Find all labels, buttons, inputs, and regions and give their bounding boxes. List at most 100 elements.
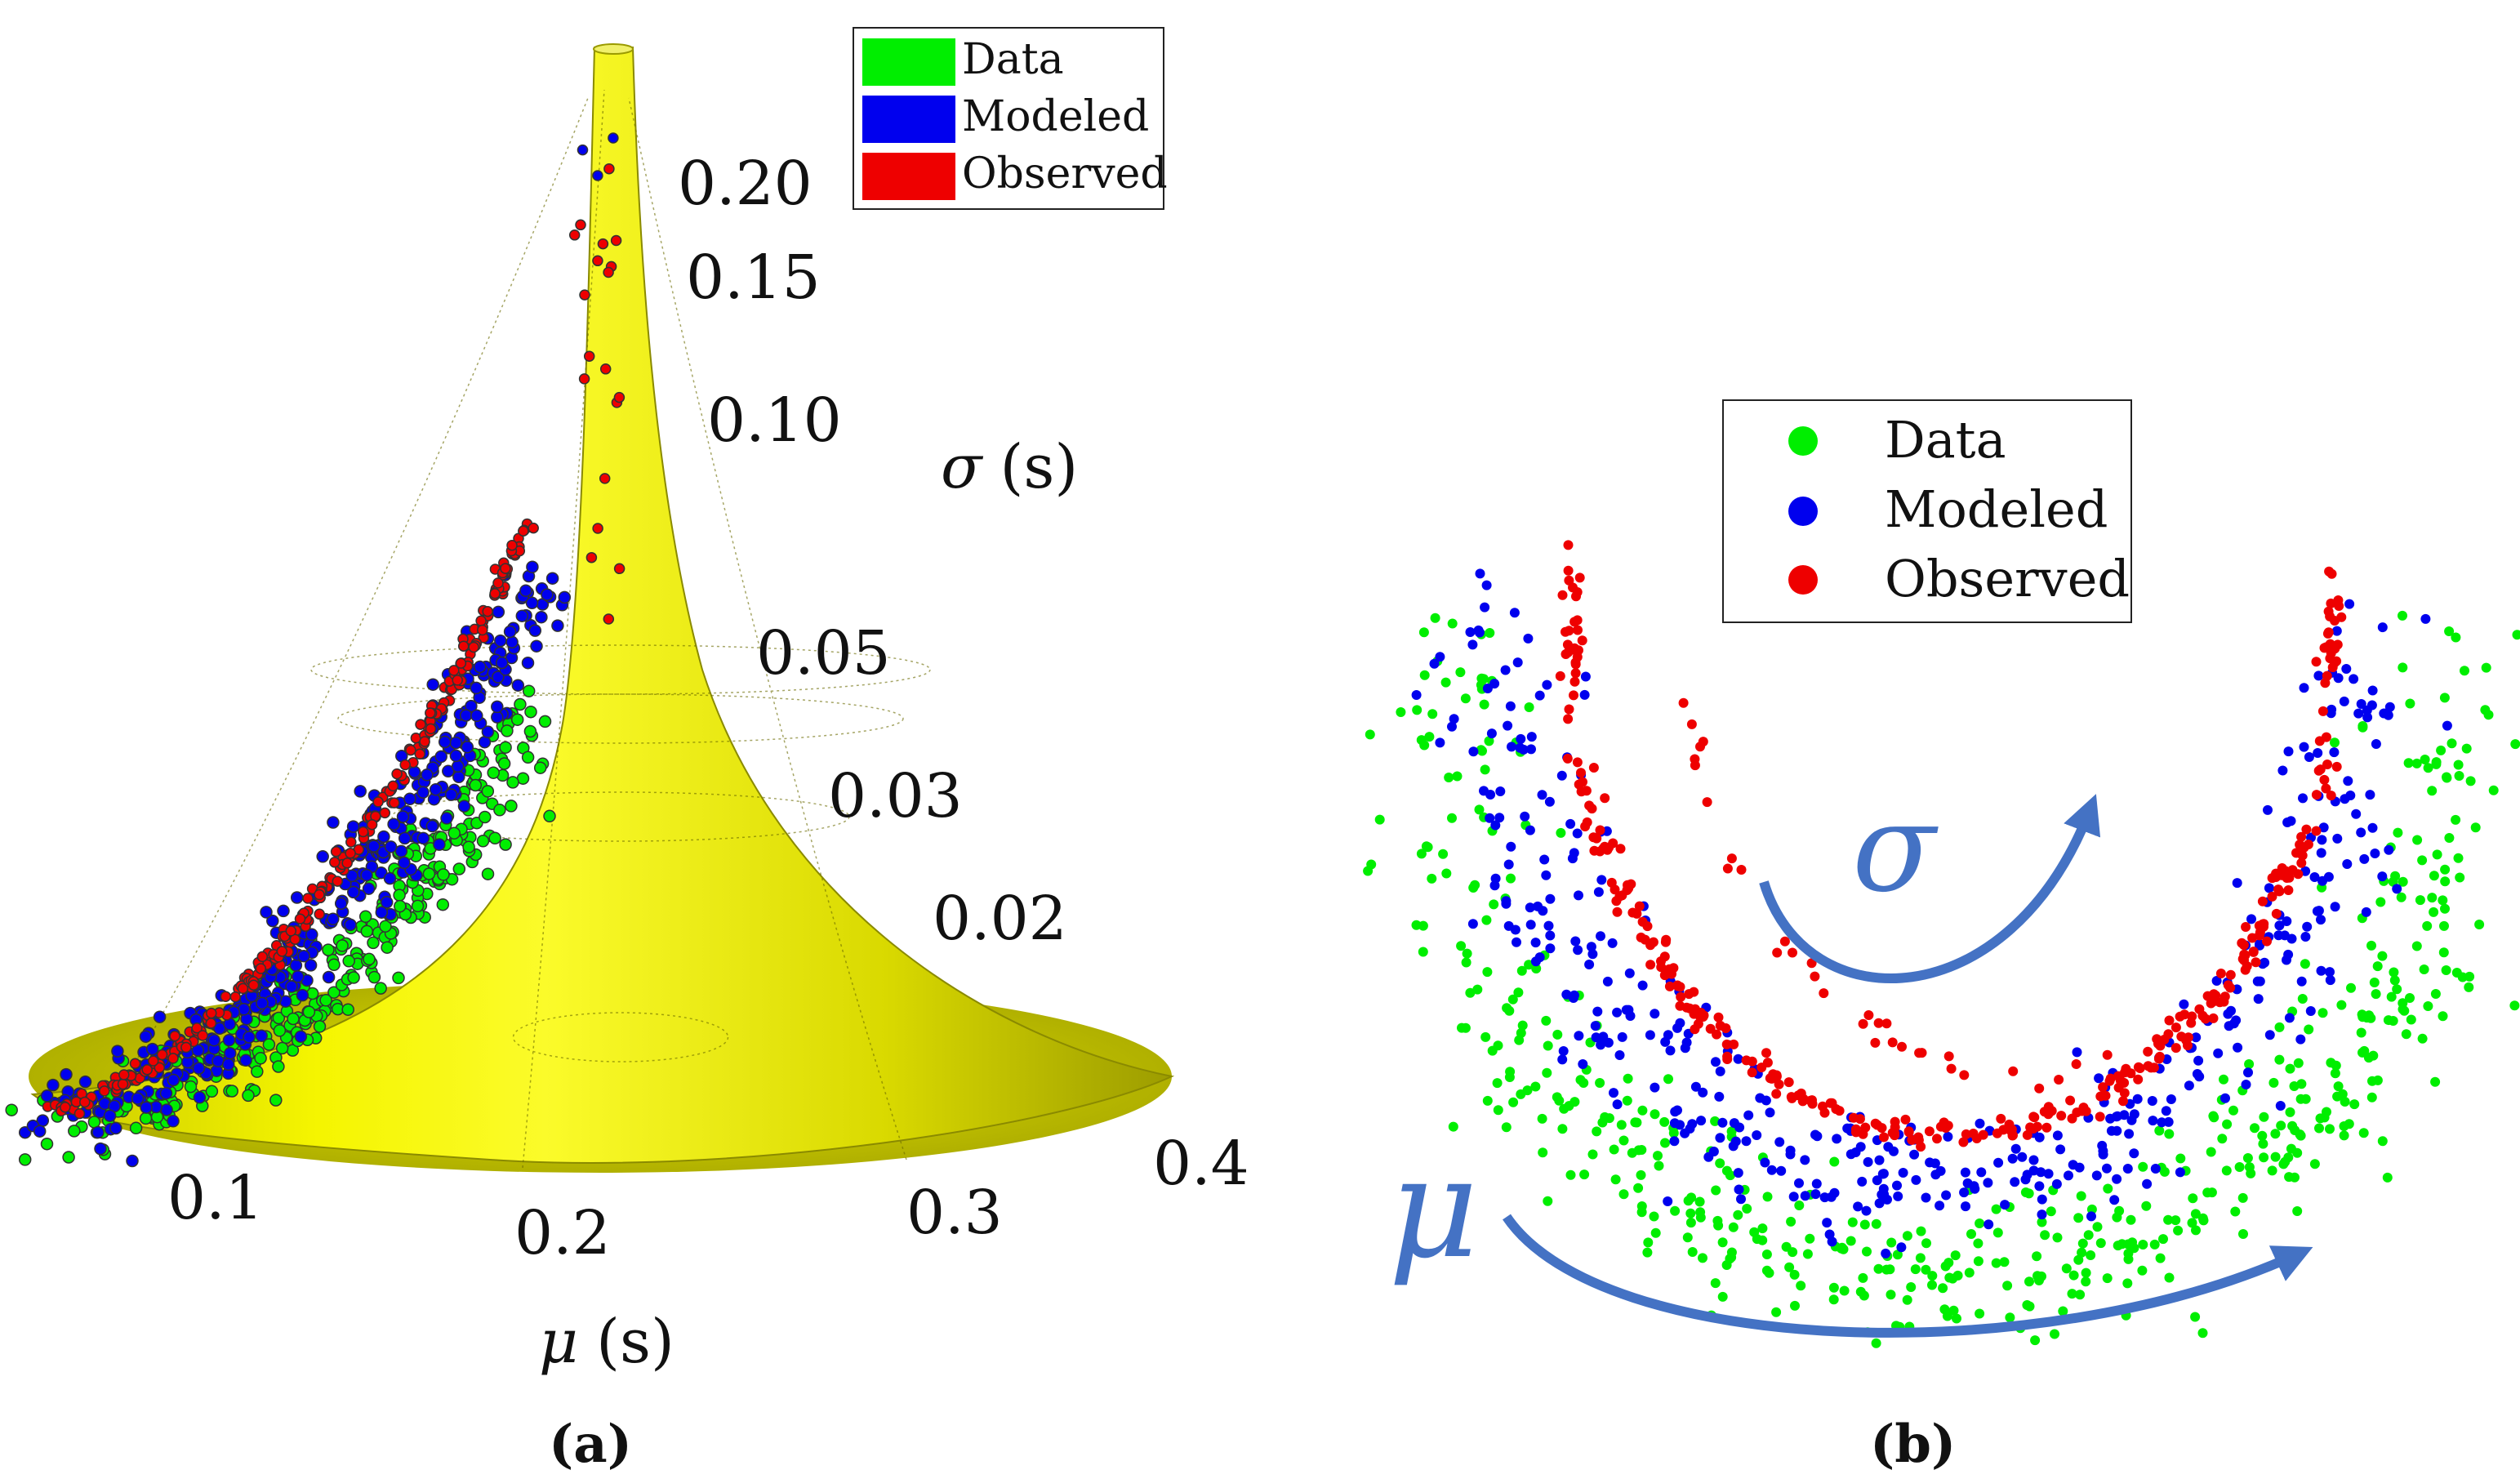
point-modeled (1545, 943, 1556, 954)
point-modeled (1512, 657, 1523, 668)
point-data (1855, 1286, 1866, 1297)
point-data (1480, 1031, 1491, 1042)
point-modeled (375, 906, 389, 919)
point-modeled (1765, 1107, 1775, 1118)
point-data (1365, 729, 1375, 740)
point-data (2137, 1265, 2148, 1276)
point-observed (1675, 1000, 1685, 1011)
point-data (1654, 1160, 1664, 1171)
point-observed (1729, 1039, 1739, 1049)
point-data (1609, 1144, 1619, 1155)
point-data (1493, 1105, 1503, 1116)
point-modeled (2166, 1094, 2176, 1104)
point-data (287, 1012, 300, 1026)
point-modeled (2326, 708, 2336, 719)
point-data (2198, 1215, 2209, 1226)
point-observed (425, 707, 436, 719)
point-observed (468, 641, 479, 653)
point-modeled (2283, 746, 2294, 757)
point-modeled (1663, 1030, 1673, 1040)
point-observed (1890, 1122, 1900, 1133)
point-data (2439, 693, 2450, 703)
point-modeled (1515, 742, 1525, 753)
point-modeled (1573, 945, 1583, 956)
point-data (2455, 872, 2465, 883)
point-modeled (2147, 1096, 2157, 1106)
point-data (1927, 1271, 1938, 1281)
mu-annotation: μ (1388, 1128, 1478, 1290)
point-modeled (1526, 732, 1537, 742)
point-data (1456, 941, 1467, 951)
point-modeled (1993, 1157, 2004, 1168)
point-observed (1569, 617, 1580, 627)
point-observed (1935, 1121, 1946, 1132)
point-data (1886, 1290, 1896, 1300)
point-modeled (2277, 765, 2288, 776)
point-data (1440, 677, 1451, 688)
point-observed (1797, 1096, 1808, 1107)
point-modeled (1893, 1191, 1903, 1201)
point-data (1794, 1201, 1805, 1210)
point-modeled (2163, 1116, 2174, 1127)
point-modeled (255, 1029, 268, 1042)
point-data (1839, 1285, 1850, 1296)
point-data (1742, 1204, 1752, 1214)
point-data (510, 713, 524, 726)
point-data (1802, 1249, 1813, 1259)
point-data (2280, 1156, 2291, 1167)
point-data (2159, 1166, 2170, 1177)
point-data (1622, 1095, 1632, 1106)
point-data (2346, 982, 2356, 993)
point-data (2187, 1218, 2197, 1228)
point-modeled (491, 711, 504, 724)
point-modeled (1881, 1248, 1891, 1258)
point-observed (2317, 706, 2328, 716)
point-data (1542, 1067, 1552, 1078)
point-modeled (2193, 1055, 2204, 1066)
surface-grid (97, 89, 931, 1169)
point-data (1902, 1294, 1912, 1305)
point-modeled (2317, 835, 2327, 845)
point-data (2399, 1005, 2410, 1016)
point-data (2411, 941, 2422, 951)
point-data (1858, 1272, 1868, 1283)
point-data (1462, 948, 1472, 959)
point-observed (79, 1096, 91, 1108)
point-modeled (1479, 786, 1489, 796)
point-modeled (2255, 976, 2265, 987)
point-observed (1807, 1098, 1818, 1109)
point-observed (1582, 817, 1592, 827)
point-data (1374, 814, 1385, 825)
point-data (1944, 1272, 1955, 1283)
point-modeled (459, 709, 473, 722)
point-observed (583, 350, 595, 362)
point-observed (1722, 1051, 1733, 1062)
point-data (319, 994, 332, 1007)
point-data (1484, 736, 1494, 746)
point-observed (568, 229, 581, 241)
point-data (1479, 699, 1489, 710)
point-modeled (1736, 1194, 1746, 1205)
point-observed (1854, 1114, 1865, 1125)
point-data (2420, 755, 2430, 764)
point-observed (603, 163, 615, 175)
point-modeled (327, 912, 340, 926)
point-observed (599, 363, 612, 375)
point-modeled (1612, 1099, 1623, 1110)
point-data (342, 955, 355, 968)
point-data (275, 1041, 289, 1055)
point-data (2451, 814, 2461, 825)
point-observed (1595, 825, 1605, 835)
point-modeled (481, 725, 495, 738)
point-data (205, 1085, 219, 1098)
point-observed (2331, 761, 2342, 772)
point-data (2366, 940, 2376, 951)
point-data (2024, 1276, 2034, 1287)
point-data (2274, 1022, 2285, 1032)
point-data (1444, 773, 1454, 782)
point-modeled (1776, 1165, 1787, 1176)
point-modeled (2325, 975, 2335, 986)
legend-b-marker-modeled (1788, 497, 1818, 526)
point-modeled (1822, 1218, 1832, 1228)
point-modeled (1534, 952, 1545, 963)
